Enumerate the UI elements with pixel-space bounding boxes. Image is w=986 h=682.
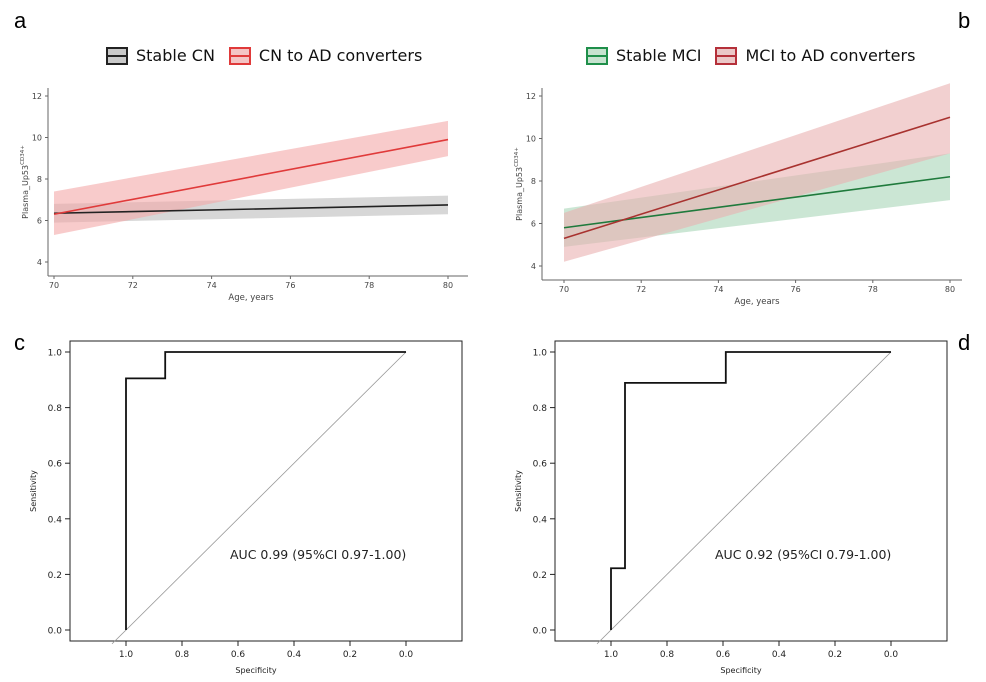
x-tick-label: 74 [207,281,217,290]
regression-line-1 [563,175,951,229]
x-axis-title: Age, years [734,297,780,307]
x-axis-title: Specificity [720,666,761,675]
y-tick-label: 0.8 [533,404,548,414]
y-tick-label: 0.4 [48,515,63,525]
x-tick-label: 70 [49,281,59,290]
x-tick-label: 80 [443,281,453,290]
y-axis-title-superscript: CD34+ [20,145,26,165]
x-tick-label: 76 [791,285,801,294]
y-axis-title: Plasma_Up53CD34+ [514,147,524,221]
plot-frame [554,340,948,642]
x-tick-label: 80 [945,285,955,294]
x-tick-label: 0.4 [772,650,787,660]
legend-label-stable-cn: Stable CN [136,46,215,65]
reference-diagonal [111,351,407,645]
x-tick-label: 78 [364,281,374,290]
regression-line-2 [53,138,449,216]
legend-label-mci-to-ad: MCI to AD converters [745,46,916,65]
panel-label-c: c [14,330,25,355]
y-tick-label: 0.8 [48,404,63,414]
legend-label-stable-mci: Stable MCI [616,46,702,65]
y-axis-title-main: Plasma_Up53 [515,167,524,221]
panel-label-b: b [958,8,971,33]
auc-annotation: AUC 0.92 (95%CI 0.79-1.00) [715,547,891,562]
legend-panel-a: Stable CN CN to AD converters [106,46,436,65]
y-tick-label: 12 [526,92,536,101]
x-tick-label: 72 [636,285,646,294]
legend-item-cn-to-ad: CN to AD converters [228,46,423,65]
y-tick-label: 4 [531,262,536,271]
y-tick-label: 12 [32,92,42,101]
chart-d: 0.0 0.2 0.4 0.6 0.8 1.0 1.0 0.8 0.6 0.4 0.2 0.0 AUC … [514,340,948,675]
y-tick-label: 0.2 [48,571,62,581]
y-tick-label: 8 [531,177,536,186]
legend-item-stable-mci: Stable MCI [586,46,701,65]
y-tick-label: 6 [37,217,42,226]
chart-c: 0.0 0.2 0.4 0.6 0.8 1.0 1.0 0.8 0.6 0.4 0.2 0.0 AUC … [29,340,463,675]
x-tick-label: 70 [559,285,569,294]
legend-item-mci-to-ad: MCI to AD converters [715,46,915,65]
y-tick-label: 6 [531,220,536,229]
y-tick-label: 0.0 [48,627,63,637]
x-axis-title: Specificity [235,666,276,675]
panel-label-d: d [958,330,971,355]
y-axis-title-superscript: CD34+ [514,147,520,167]
x-tick-label: 0.6 [716,650,731,660]
x-tick-label: 78 [868,285,878,294]
legend-swatch-stable-mci [586,46,608,65]
y-tick-label: 0.6 [533,460,548,470]
y-axis-title: Plasma_Up53CD34+ [20,145,30,219]
confidence-band-2 [54,120,448,236]
x-tick-label: 74 [713,285,723,294]
x-tick-label: 1.0 [119,650,134,660]
y-axis-title-main: Plasma_Up53 [21,165,30,219]
y-tick-label: 0.6 [48,460,63,470]
legend-label-cn-to-ad: CN to AD converters [258,46,423,65]
reference-diagonal [596,351,892,645]
x-tick-label: 0.6 [231,650,246,660]
regression-line-2 [563,116,951,240]
y-tick-label: 1.0 [533,349,548,359]
legend-swatch-stable-cn [106,46,128,65]
x-tick-label: 0.2 [343,650,357,660]
chart-b: 4 6 8 10 12 70 72 74 76 78 80 Age, years Plasma_Up53… [514,83,962,307]
legend-item-stable-cn: Stable CN [106,46,215,65]
legend-swatch-cn-to-ad [228,46,251,65]
x-tick-label: 76 [285,281,295,290]
y-axis-title: Sensitivity [514,470,523,512]
regression-line-1 [53,204,449,215]
plot-frame [69,340,463,642]
y-tick-label: 8 [37,175,42,184]
roc-curve [125,351,406,630]
legend-swatch-mci-to-ad [715,46,738,65]
panel-label-a: a [14,8,27,33]
y-tick-label: 10 [526,135,536,144]
y-axis-title: Sensitivity [29,470,38,512]
x-tick-label: 0.8 [660,650,675,660]
y-tick-label: 1.0 [48,349,63,359]
x-tick-label: 72 [128,281,138,290]
roc-curve [610,351,891,630]
confidence-band-2 [564,83,950,262]
x-tick-label: 0.0 [884,650,899,660]
y-tick-label: 4 [37,258,42,267]
y-tick-label: 0.0 [533,627,548,637]
x-tick-label: 1.0 [604,650,619,660]
x-tick-label: 0.4 [287,650,302,660]
x-tick-label: 0.8 [175,650,190,660]
y-tick-label: 0.2 [533,571,547,581]
x-axis-title: Age, years [228,293,274,303]
y-tick-label: 10 [32,134,42,143]
x-tick-label: 0.0 [399,650,414,660]
legend-panel-b: Stable MCI MCI to AD converters [586,46,929,65]
x-tick-label: 0.2 [828,650,842,660]
auc-annotation: AUC 0.99 (95%CI 0.97-1.00) [230,547,406,562]
chart-a: 4 6 8 10 12 70 72 74 76 78 80 Age, years Plasma_Up53… [20,88,468,303]
y-tick-label: 0.4 [533,515,548,525]
